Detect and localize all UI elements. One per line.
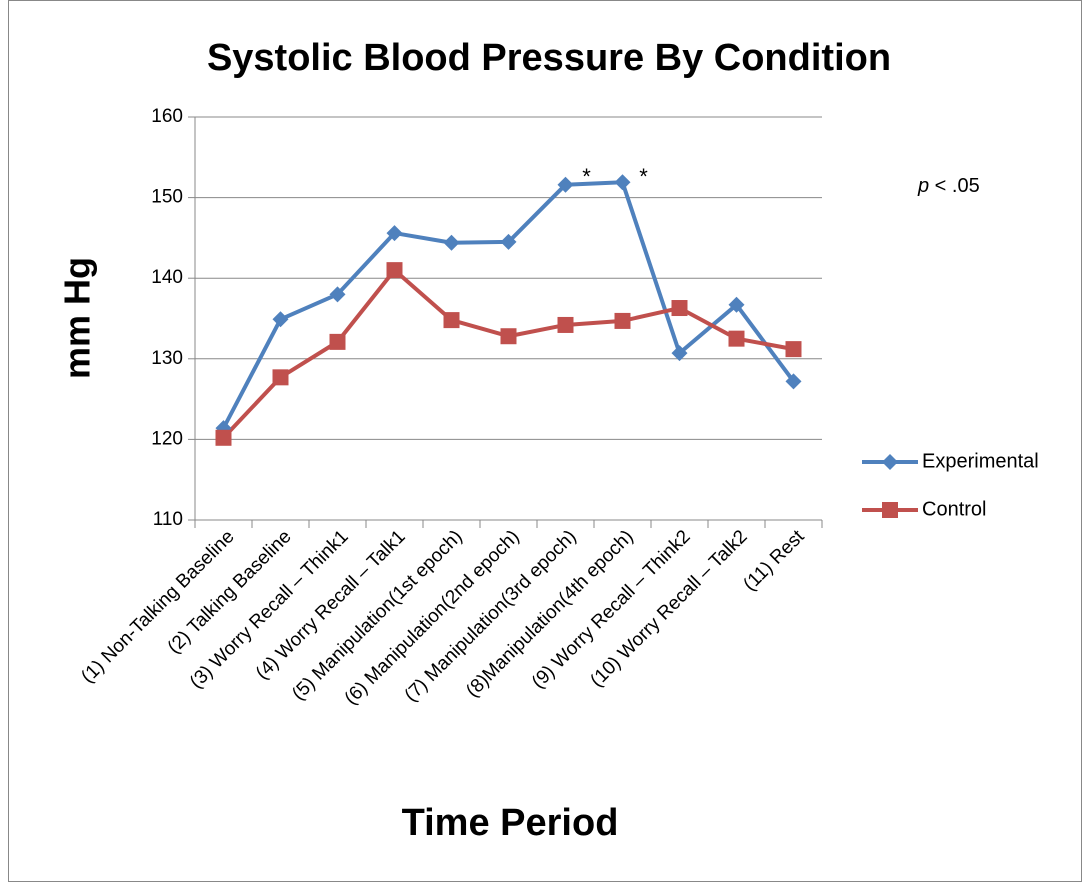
y-tick-label: 120 (151, 428, 183, 449)
data-point (443, 312, 460, 329)
data-point (329, 286, 346, 303)
data-point (500, 233, 517, 250)
x-axis-label: Time Period (402, 802, 619, 844)
data-point (557, 176, 574, 193)
data-point (785, 373, 802, 390)
data-point (443, 234, 460, 251)
data-point (614, 174, 631, 191)
data-point (728, 330, 745, 347)
y-tick-label: 160 (151, 106, 183, 127)
data-point (728, 296, 745, 313)
chart-frame (8, 0, 1082, 882)
y-tick-label: 110 (153, 509, 183, 530)
data-point (329, 333, 346, 350)
data-point (386, 262, 403, 279)
data-point (386, 225, 403, 242)
data-point (500, 328, 517, 345)
legend-label: Experimental (922, 450, 1039, 472)
y-tick-label: 150 (151, 187, 183, 208)
y-tick-label: 140 (151, 267, 183, 288)
annotation: * (639, 164, 648, 189)
data-point (272, 369, 289, 386)
legend-marker (882, 502, 898, 518)
significance-text: < .05 (929, 175, 980, 197)
y-tick-label: 130 (151, 348, 183, 369)
data-point (557, 316, 574, 333)
data-point (671, 300, 688, 317)
data-point (215, 429, 232, 446)
data-point (785, 341, 802, 358)
significance-note: p < .05 (917, 175, 980, 197)
data-point (272, 311, 289, 328)
significance-symbol: p (917, 175, 929, 197)
data-point (614, 312, 631, 329)
legend-marker (882, 454, 898, 470)
legend-label: Control (922, 498, 986, 520)
annotation: * (582, 164, 591, 189)
chart-title: Systolic Blood Pressure By Condition (207, 37, 891, 79)
y-axis-label: mm Hg (57, 257, 98, 379)
data-point (671, 345, 688, 362)
